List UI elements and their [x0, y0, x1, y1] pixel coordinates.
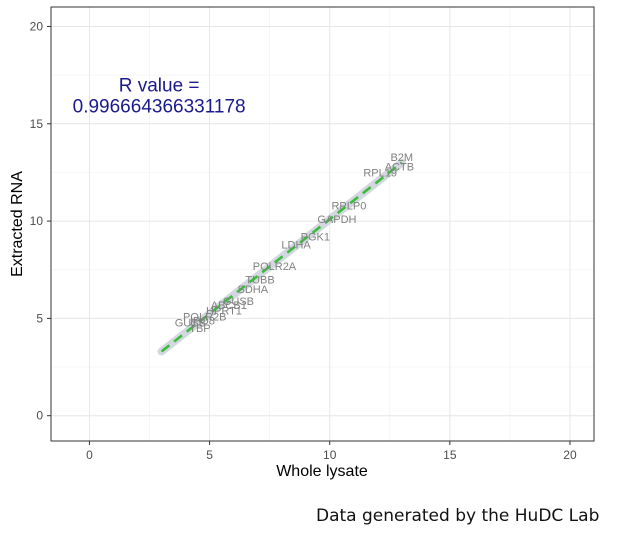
- point-label: B2M: [390, 152, 413, 164]
- point-label: RPLP0: [331, 201, 366, 213]
- y-tick-label: 5: [36, 311, 43, 325]
- point-label: SDHA: [238, 284, 269, 296]
- point-label: POLR2A: [253, 261, 297, 273]
- y-tick-label: 0: [36, 409, 43, 423]
- point-label: PGK1: [301, 232, 330, 244]
- point-label: GUSB: [223, 296, 254, 308]
- point-label: ABCB1: [211, 300, 247, 312]
- point-label: TUBB: [245, 274, 274, 286]
- x-tick-label: 10: [323, 448, 337, 462]
- point-label: HPRT1: [206, 306, 242, 318]
- r-value-line2: 0.996664366331178: [73, 97, 246, 118]
- x-tick-label: 0: [86, 448, 93, 462]
- y-axis-label: Extracted RNA: [9, 171, 26, 277]
- point-label: LDHA: [281, 239, 311, 251]
- fit-line-group: [160, 161, 403, 353]
- r-value-line1: R value =: [119, 76, 200, 97]
- point-label: ACTB: [385, 162, 414, 174]
- point-label: GUSB: [175, 317, 206, 329]
- y-tick-label: 15: [30, 117, 44, 131]
- plot-panel-border: [50, 6, 595, 442]
- point-label: IPO8: [190, 315, 215, 327]
- point-label: GAPDH: [317, 214, 356, 226]
- point-label: RPL19: [363, 167, 397, 179]
- axis-ticks: 0 5 10 15 20 0 5 10 15 20: [30, 19, 577, 462]
- y-tick-label: 20: [30, 19, 44, 33]
- x-axis-label: Whole lysate: [276, 463, 368, 480]
- point-label: TBP: [189, 323, 210, 335]
- fit-line: [160, 161, 403, 353]
- point-label: POLR2B: [183, 311, 226, 323]
- x-tick-label: 20: [563, 448, 577, 462]
- data-source-caption: Data generated by the HuDC Lab: [316, 506, 600, 526]
- x-tick-label: 5: [206, 448, 213, 462]
- y-tick-label: 10: [30, 214, 44, 228]
- x-tick-label: 15: [443, 448, 457, 462]
